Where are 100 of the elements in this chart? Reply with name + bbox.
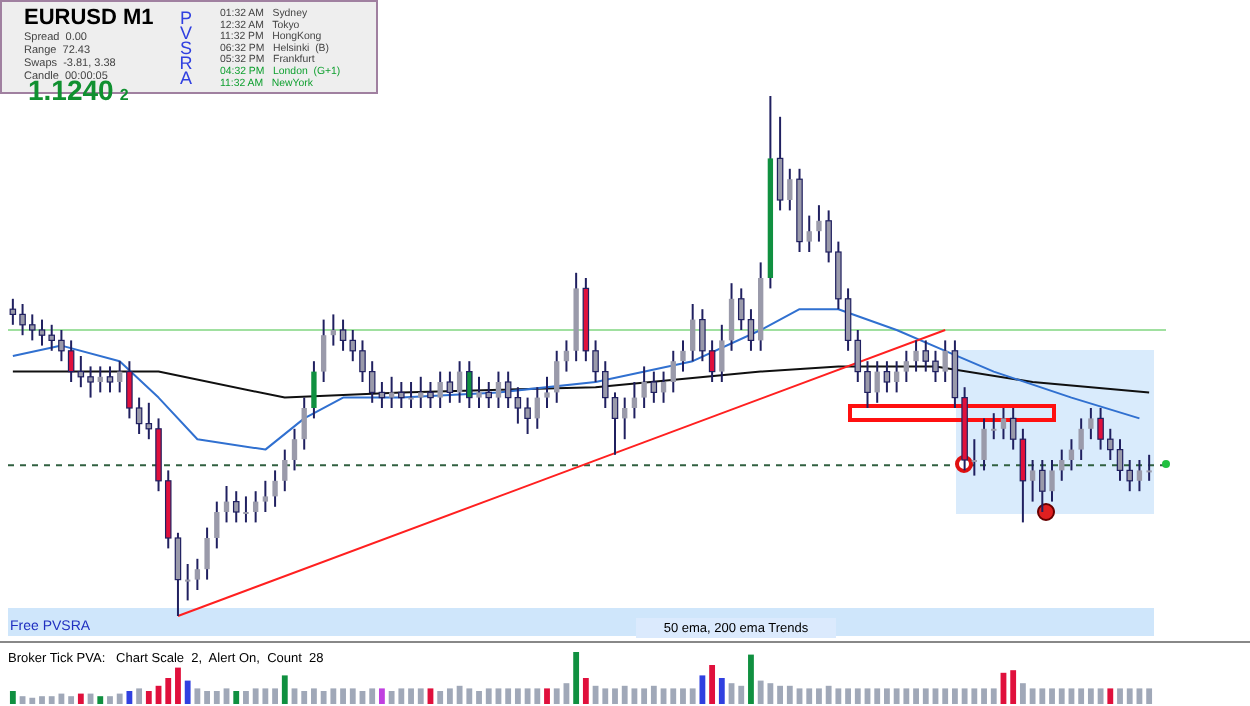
candlestick xyxy=(204,526,210,581)
bar xyxy=(573,652,580,704)
bar xyxy=(709,665,716,704)
bar xyxy=(39,696,45,704)
candlestick xyxy=(650,370,658,404)
candlestick xyxy=(272,469,278,508)
bar xyxy=(165,678,172,704)
bar xyxy=(544,688,550,704)
bar xyxy=(922,688,929,704)
bar xyxy=(437,691,444,704)
bar xyxy=(349,688,356,704)
bar xyxy=(738,685,745,704)
candlestick xyxy=(320,318,327,383)
bar xyxy=(116,693,123,704)
bar xyxy=(77,693,84,704)
candlestick xyxy=(106,365,114,394)
candlestick xyxy=(728,282,735,352)
bar xyxy=(272,688,278,704)
candlestick xyxy=(311,360,317,420)
candlestick xyxy=(1000,407,1007,441)
bar xyxy=(602,688,609,704)
bar xyxy=(816,688,822,704)
candlestick xyxy=(534,386,540,430)
bar xyxy=(126,691,133,704)
candlestick xyxy=(554,349,560,404)
bar xyxy=(29,697,36,704)
bar xyxy=(378,688,385,704)
bar xyxy=(281,675,288,704)
bar xyxy=(718,678,725,704)
candlestick xyxy=(1009,407,1017,451)
bar xyxy=(786,685,793,704)
bar xyxy=(145,691,152,704)
candlestick xyxy=(690,303,696,363)
bar xyxy=(913,688,919,704)
bar xyxy=(641,688,648,704)
bar xyxy=(1126,688,1133,704)
candlestick xyxy=(282,448,288,493)
bar xyxy=(340,688,346,704)
candlestick xyxy=(806,214,812,253)
bar xyxy=(874,688,881,704)
bar xyxy=(845,688,851,704)
bar xyxy=(48,696,55,704)
bar xyxy=(213,691,220,704)
bar xyxy=(670,688,677,704)
candlestick xyxy=(1019,427,1027,524)
candlestick xyxy=(883,360,891,394)
candlestick xyxy=(1146,453,1152,482)
bar xyxy=(1107,688,1114,704)
candlestick xyxy=(1078,417,1084,461)
bar xyxy=(534,688,541,704)
candlestick xyxy=(971,438,977,477)
bar xyxy=(514,688,521,704)
bar xyxy=(136,688,143,704)
bar xyxy=(301,691,308,704)
candlestick xyxy=(437,370,443,409)
bar xyxy=(854,688,861,704)
bar xyxy=(194,688,201,704)
candlestick xyxy=(942,339,948,383)
candlestick xyxy=(456,360,463,404)
bar xyxy=(612,688,618,704)
candlestick xyxy=(903,349,910,383)
candlestick xyxy=(262,479,269,513)
candlestick xyxy=(291,427,298,472)
bar xyxy=(97,696,104,704)
bar xyxy=(311,688,317,704)
bar xyxy=(243,691,249,704)
bar xyxy=(1019,683,1026,704)
bar xyxy=(233,691,240,704)
bar xyxy=(981,688,987,704)
candlestick xyxy=(670,349,676,394)
candlestick xyxy=(408,381,414,409)
bar xyxy=(1010,670,1017,704)
bar xyxy=(485,688,492,704)
bar xyxy=(369,688,376,704)
bar xyxy=(689,688,696,704)
chart-title: EURUSD M1 xyxy=(24,6,154,30)
candlestick xyxy=(874,360,880,404)
candlestick xyxy=(544,375,550,409)
bar xyxy=(9,691,16,704)
candlestick xyxy=(466,360,473,409)
candlestick xyxy=(418,375,424,409)
bar xyxy=(417,688,424,704)
bar xyxy=(942,688,949,704)
candlestick xyxy=(981,417,987,472)
candlestick xyxy=(427,381,434,409)
candlestick xyxy=(991,412,997,441)
bar xyxy=(1087,688,1094,704)
bar xyxy=(175,667,181,704)
candlestick xyxy=(1136,459,1143,493)
bar xyxy=(1078,688,1085,704)
bar xyxy=(1058,688,1065,704)
bar xyxy=(476,691,482,704)
bar xyxy=(680,688,686,704)
candlestick xyxy=(388,375,395,409)
candlestick xyxy=(776,115,784,212)
bar xyxy=(621,685,628,704)
bar xyxy=(650,685,657,704)
bar xyxy=(777,685,784,704)
candlestick xyxy=(194,557,201,591)
bar xyxy=(1049,688,1055,704)
